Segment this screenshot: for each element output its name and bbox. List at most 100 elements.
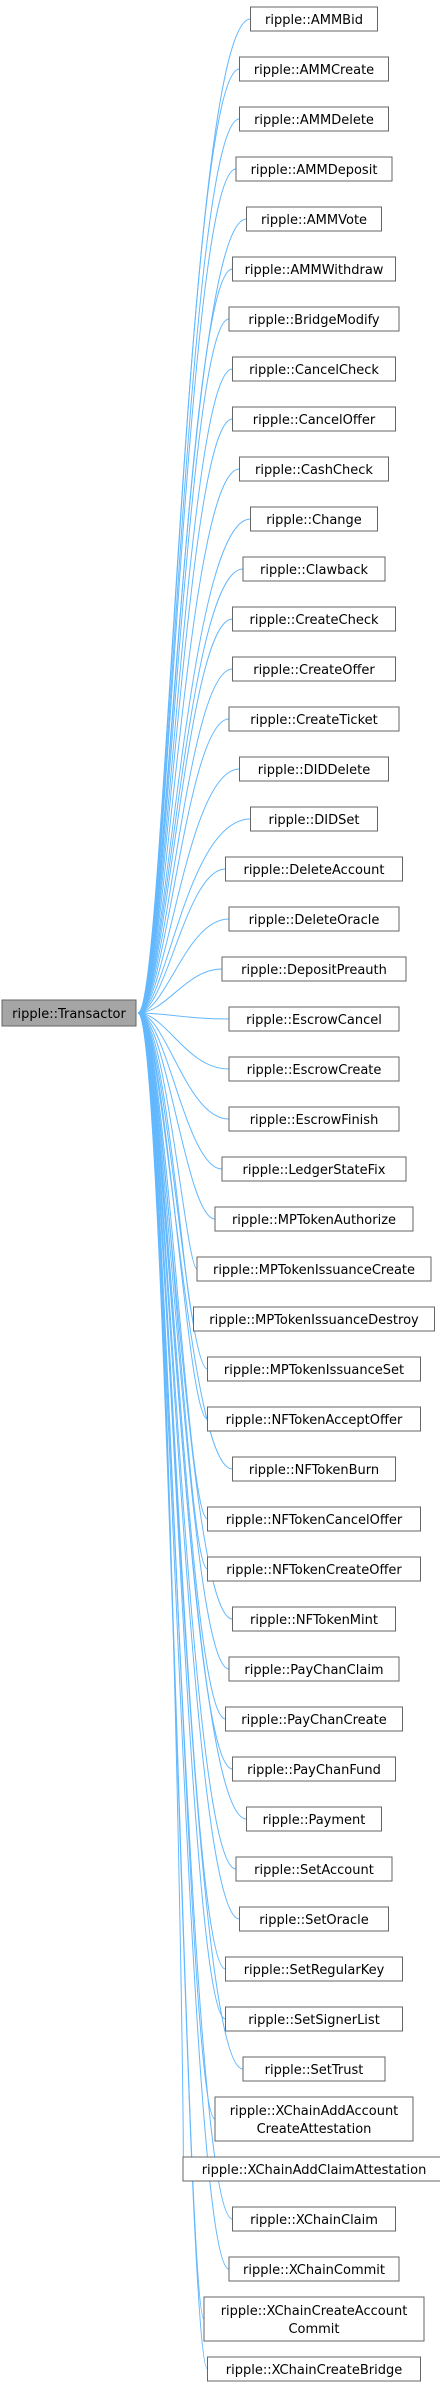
derived-class-node[interactable]: ripple::CancelCheck	[232, 356, 396, 382]
derived-class-box[interactable]	[232, 356, 396, 382]
derived-class-node[interactable]: ripple::XChainCommit	[228, 2256, 400, 2282]
derived-class-node[interactable]: ripple::AMMDelete	[239, 106, 389, 132]
derived-class-node[interactable]: ripple::LedgerStateFix	[221, 1156, 407, 1182]
derived-class-node[interactable]: ripple::XChainAddAccountCreateAttestatio…	[214, 2096, 414, 2142]
derived-class-node[interactable]: ripple::MPTokenIssuanceSet	[207, 1356, 421, 1382]
derived-class-node[interactable]: ripple::DIDSet	[250, 806, 378, 832]
derived-class-box[interactable]	[232, 406, 396, 432]
derived-class-box[interactable]	[235, 1856, 393, 1882]
derived-class-node[interactable]: ripple::MPTokenIssuanceCreate	[196, 1256, 432, 1282]
derived-class-node[interactable]: ripple::Payment	[246, 1806, 382, 1832]
derived-class-node[interactable]: ripple::CreateCheck	[232, 606, 396, 632]
derived-class-box[interactable]	[250, 506, 378, 532]
derived-class-box[interactable]	[228, 306, 400, 332]
derived-class-node[interactable]: ripple::MPTokenIssuanceDestroy	[193, 1306, 435, 1332]
derived-class-box[interactable]	[239, 56, 389, 82]
derived-class-node[interactable]: ripple::DepositPreauth	[221, 956, 407, 982]
derived-class-box[interactable]	[221, 1156, 407, 1182]
derived-class-box[interactable]	[232, 256, 396, 282]
derived-class-box[interactable]	[235, 156, 393, 182]
derived-class-box[interactable]	[246, 206, 382, 232]
derived-class-box[interactable]	[232, 606, 396, 632]
derived-class-box[interactable]	[239, 106, 389, 132]
derived-class-box[interactable]	[239, 1906, 389, 1932]
base-class-box[interactable]	[1, 999, 137, 1027]
derived-class-node[interactable]: ripple::Clawback	[242, 556, 386, 582]
derived-class-node[interactable]: ripple::PayChanFund	[232, 1756, 396, 1782]
derived-class-box[interactable]	[228, 706, 400, 732]
derived-class-box[interactable]	[207, 1556, 421, 1582]
derived-class-node[interactable]: ripple::PayChanCreate	[225, 1706, 403, 1732]
derived-class-node[interactable]: ripple::XChainClaim	[232, 2206, 396, 2232]
derived-class-node[interactable]: ripple::DeleteAccount	[225, 856, 403, 882]
derived-class-box[interactable]	[225, 1956, 403, 1982]
derived-class-box[interactable]	[228, 1656, 400, 1682]
derived-class-box[interactable]	[232, 1756, 396, 1782]
derived-class-box[interactable]	[193, 1306, 435, 1332]
derived-class-node[interactable]: ripple::SetRegularKey	[225, 1956, 403, 1982]
derived-class-node[interactable]: ripple::EscrowFinish	[228, 1106, 400, 1132]
derived-class-node[interactable]: ripple::PayChanClaim	[228, 1656, 400, 1682]
derived-class-box[interactable]	[228, 1056, 400, 1082]
derived-class-box[interactable]	[221, 956, 407, 982]
derived-class-label: ripple::AMMWithdraw	[245, 263, 384, 278]
derived-class-box[interactable]	[196, 1256, 432, 1282]
derived-class-node[interactable]: ripple::NFTokenMint	[232, 1606, 396, 1632]
derived-class-node[interactable]: ripple::CreateTicket	[228, 706, 400, 732]
derived-class-box[interactable]	[207, 1406, 421, 1432]
derived-class-node[interactable]: ripple::AMMDeposit	[235, 156, 393, 182]
derived-class-node[interactable]: ripple::CancelOffer	[232, 406, 396, 432]
derived-class-node[interactable]: ripple::AMMBid	[250, 6, 378, 32]
derived-class-node[interactable]: ripple::DIDDelete	[239, 756, 389, 782]
derived-class-box[interactable]	[203, 2296, 425, 2342]
derived-class-node[interactable]: ripple::SetTrust	[242, 2056, 386, 2082]
derived-class-box[interactable]	[207, 1356, 421, 1382]
derived-class-box[interactable]	[225, 2006, 403, 2032]
derived-class-box[interactable]	[250, 806, 378, 832]
base-class-node[interactable]: ripple::Transactor	[1, 999, 137, 1027]
derived-class-node[interactable]: ripple::EscrowCreate	[228, 1056, 400, 1082]
derived-class-box[interactable]	[214, 1206, 414, 1232]
derived-class-node[interactable]: ripple::MPTokenAuthorize	[214, 1206, 414, 1232]
derived-class-label: ripple::NFTokenAcceptOffer	[226, 1413, 403, 1428]
derived-class-box[interactable]	[232, 656, 396, 682]
derived-class-node[interactable]: ripple::SetOracle	[239, 1906, 389, 1932]
derived-class-node[interactable]: ripple::AMMCreate	[239, 56, 389, 82]
derived-class-node[interactable]: ripple::CashCheck	[239, 456, 389, 482]
derived-class-box[interactable]	[242, 2056, 386, 2082]
derived-class-node[interactable]: ripple::NFTokenCreateOffer	[207, 1556, 421, 1582]
derived-class-node[interactable]: ripple::CreateOffer	[232, 656, 396, 682]
derived-class-node[interactable]: ripple::SetSignerList	[225, 2006, 403, 2032]
derived-class-box[interactable]	[228, 906, 400, 932]
derived-class-node[interactable]: ripple::BridgeModify	[228, 306, 400, 332]
derived-class-box[interactable]	[225, 1706, 403, 1732]
derived-class-node[interactable]: ripple::NFTokenAcceptOffer	[207, 1406, 421, 1432]
derived-class-node[interactable]: ripple::XChainCreateBridge	[207, 2356, 421, 2382]
derived-class-box[interactable]	[246, 1806, 382, 1832]
derived-class-node[interactable]: ripple::EscrowCancel	[228, 1006, 400, 1032]
derived-class-box[interactable]	[232, 1456, 396, 1482]
derived-class-box[interactable]	[214, 2096, 414, 2142]
derived-class-box[interactable]	[232, 2206, 396, 2232]
derived-class-node[interactable]: ripple::SetAccount	[235, 1856, 393, 1882]
derived-class-box[interactable]	[207, 2356, 421, 2382]
derived-class-box[interactable]	[239, 756, 389, 782]
derived-class-box[interactable]	[225, 856, 403, 882]
derived-class-node[interactable]: ripple::AMMVote	[246, 206, 382, 232]
derived-class-node[interactable]: ripple::NFTokenBurn	[232, 1456, 396, 1482]
derived-class-node[interactable]: ripple::XChainAddClaimAttestation	[182, 2156, 440, 2182]
derived-class-node[interactable]: ripple::DeleteOracle	[228, 906, 400, 932]
derived-class-box[interactable]	[239, 456, 389, 482]
derived-class-node[interactable]: ripple::AMMWithdraw	[232, 256, 396, 282]
derived-class-box[interactable]	[228, 1106, 400, 1132]
derived-class-box[interactable]	[207, 1506, 421, 1532]
derived-class-box[interactable]	[242, 556, 386, 582]
derived-class-box[interactable]	[228, 2256, 400, 2282]
derived-class-node[interactable]: ripple::NFTokenCancelOffer	[207, 1506, 421, 1532]
derived-class-box[interactable]	[250, 6, 378, 32]
derived-class-box[interactable]	[228, 1006, 400, 1032]
derived-class-node[interactable]: ripple::Change	[250, 506, 378, 532]
derived-class-box[interactable]	[182, 2156, 440, 2182]
derived-class-box[interactable]	[232, 1606, 396, 1632]
